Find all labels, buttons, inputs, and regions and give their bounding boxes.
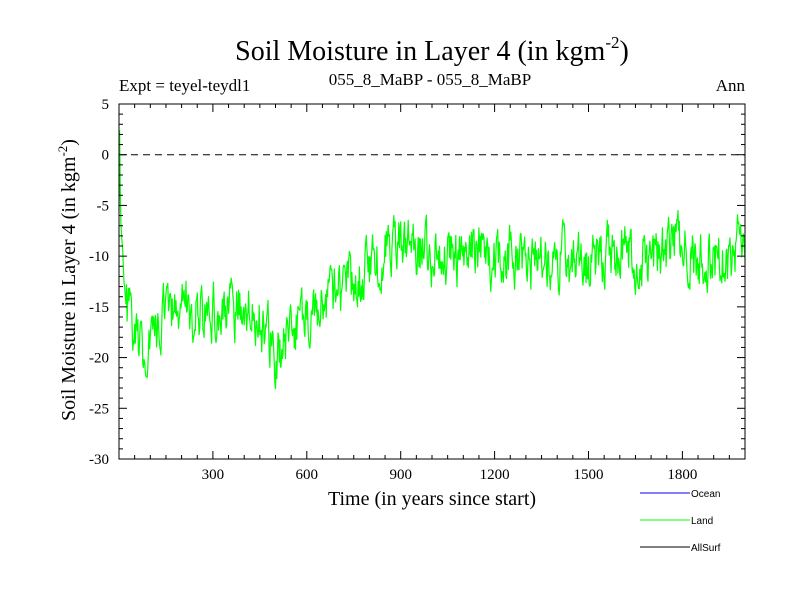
x-tick-label: 900 xyxy=(389,467,412,483)
y-tick-label: 0 xyxy=(102,148,110,164)
y-axis-label: Soil Moisture in Layer 4 (in kgm-2) xyxy=(55,139,80,421)
plot-frame xyxy=(118,103,746,460)
legend-label-allsurf: AllSurf xyxy=(691,543,721,554)
x-tick-label: 600 xyxy=(296,467,319,483)
y-tick-label: -25 xyxy=(89,401,109,417)
x-tick-label: 1200 xyxy=(480,467,510,483)
legend-item-allsurf: AllSurf xyxy=(640,543,721,554)
legend-label-land: Land xyxy=(691,516,713,527)
chart-title: Soil Moisture in Layer 4 (in kgm-2) xyxy=(235,33,629,67)
subtitle-season: Ann xyxy=(716,76,746,95)
x-axis-label: Time (in years since start) xyxy=(328,488,536,510)
axis-ticks xyxy=(118,103,746,460)
x-tick-label: 1500 xyxy=(574,467,604,483)
subtitle-period: 055_8_MaBP - 055_8_MaBP xyxy=(329,70,531,89)
y-tick-label: -15 xyxy=(89,300,109,316)
y-tick-label: -20 xyxy=(89,351,109,367)
legend-item-land: Land xyxy=(640,516,713,527)
y-tick-label: 5 xyxy=(102,97,110,113)
y-tick-label: -10 xyxy=(89,249,109,265)
series-layer xyxy=(118,130,746,390)
y-tick-label: -5 xyxy=(97,198,110,214)
y-tick-label: -30 xyxy=(89,452,109,468)
series-line-land xyxy=(118,130,746,390)
legend-label-ocean: Ocean xyxy=(691,489,720,500)
subtitle-experiment: Expt = teyel-teydl1 xyxy=(119,76,250,95)
x-tick-label: 1800 xyxy=(667,467,697,483)
tick-labels: 300 600 900 1200 1500 1800 5 0 -5 -10 -15 -20 -25 -30 xyxy=(89,97,697,483)
legend-item-ocean: Ocean xyxy=(640,489,720,500)
legend: Ocean Land AllSurf xyxy=(640,489,721,554)
x-tick-label: 300 xyxy=(202,467,225,483)
